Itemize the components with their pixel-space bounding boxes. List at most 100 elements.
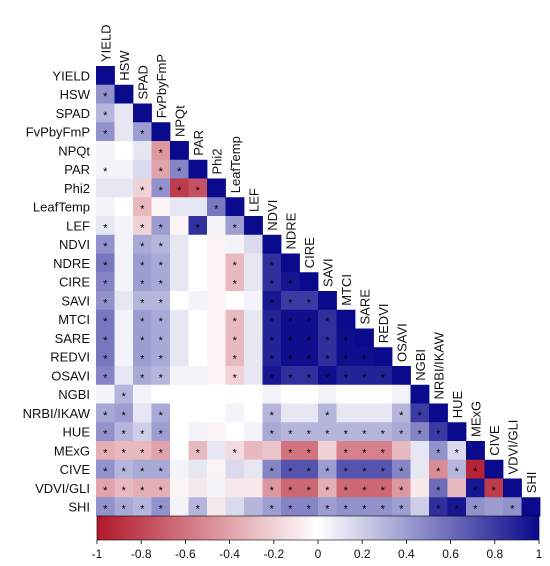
cell-mtci-lef <box>244 309 263 329</box>
cell-nrbi-ikaw-redvi <box>373 403 393 423</box>
cell-vdvi-gli-leaftemp <box>225 478 245 498</box>
significance-star: * <box>159 279 164 291</box>
cell-hue-phi2 <box>207 422 226 442</box>
significance-star: * <box>288 354 293 366</box>
cell-nrbi-ikaw-lef <box>244 403 263 423</box>
cell-phi2-spad <box>133 178 152 198</box>
cell-osavi-sare <box>355 366 374 386</box>
cell-mexg-sare <box>355 441 374 461</box>
row-label: NDRE <box>53 256 90 271</box>
cell-shi-lef <box>244 497 263 517</box>
row-label: CIVE <box>60 462 91 477</box>
significance-star: * <box>436 485 441 497</box>
cell-vdvi-gli-redvi <box>373 478 393 498</box>
cell-ndvi-npqt <box>170 234 189 254</box>
colorbar-tick-label: -0.6 <box>175 547 196 561</box>
cell-leaftemp-par <box>188 197 208 217</box>
cell-savi-ndre <box>281 291 300 311</box>
cell-mexg-ndvi <box>262 441 282 461</box>
column-label: PAR <box>191 130 206 156</box>
cell-cire-lef <box>244 272 263 292</box>
cell-vdvi-gli-nrbi-ikaw <box>429 478 448 498</box>
cell-ngbi-savi <box>318 384 337 404</box>
significance-star: * <box>233 222 238 234</box>
significance-star: * <box>159 354 164 366</box>
cell-cive-spad <box>133 459 152 479</box>
significance-star: * <box>270 279 275 291</box>
cell-nrbi-ikaw-cire <box>299 403 319 423</box>
significance-star: * <box>140 485 145 497</box>
cell-ngbi-fvpbyfmp <box>151 384 171 404</box>
cell-cire-spad <box>133 272 152 292</box>
cell-ndvi-yield <box>96 234 115 254</box>
row-label: NRBI/IKAW <box>23 406 91 421</box>
colorbar-tick-label: -0.2 <box>263 547 284 561</box>
significance-star: * <box>159 185 164 197</box>
cell-vdvi-gli-fvpbyfmp <box>151 478 171 498</box>
cell-shi-nrbi-ikaw <box>429 497 448 517</box>
cell-nrbi-ikaw-phi2 <box>207 403 226 423</box>
cell-sare-ndvi <box>262 328 282 348</box>
row-label: FvPbyFmP <box>26 125 90 140</box>
cell-cive-nrbi-ikaw <box>429 459 448 479</box>
cell-cive-par <box>188 459 208 479</box>
cell-shi-osavi <box>392 497 411 517</box>
cell-cive-ngbi <box>410 459 430 479</box>
significance-star: * <box>288 485 293 497</box>
row-label: VDVI/GLI <box>35 481 90 496</box>
significance-star: * <box>122 391 127 403</box>
significance-star: * <box>140 447 145 459</box>
row-label: LeafTemp <box>33 200 90 215</box>
significance-star: * <box>233 279 238 291</box>
significance-star: * <box>418 429 423 441</box>
significance-star: * <box>103 485 108 497</box>
cell-nrbi-ikaw-yield <box>96 403 115 423</box>
cell-ndre-leaftemp <box>225 253 245 273</box>
significance-star: * <box>307 316 312 328</box>
cell-osavi-lef <box>244 366 263 386</box>
cell-hue-spad <box>133 422 152 442</box>
cell-nrbi-ikaw-par <box>188 403 208 423</box>
cell-npqt-spad <box>133 141 152 161</box>
cell-osavi-savi <box>318 366 337 386</box>
cell-cive-cire <box>299 459 319 479</box>
significance-star: * <box>288 297 293 309</box>
cell-osavi-par <box>188 366 208 386</box>
significance-star: * <box>122 447 127 459</box>
significance-star: * <box>233 372 238 384</box>
cell-mtci-hsw <box>114 309 134 329</box>
row-label: YIELD <box>52 68 90 83</box>
cell-hue-fvpbyfmp <box>151 422 171 442</box>
significance-star: * <box>344 447 349 459</box>
cell-fvpbyfmp-fvpbyfmp <box>151 122 171 142</box>
cell-mtci-npqt <box>170 309 189 329</box>
cell-cive-mtci <box>336 459 356 479</box>
significance-star: * <box>140 354 145 366</box>
cell-mexg-yield <box>96 441 115 461</box>
significance-star: * <box>122 485 127 497</box>
row-label: SHI <box>68 500 90 515</box>
cell-ngbi-par <box>188 384 208 404</box>
cell-ndvi-ndvi <box>262 234 282 254</box>
cell-redvi-npqt <box>170 347 189 367</box>
cell-redvi-fvpbyfmp <box>151 347 171 367</box>
significance-star: * <box>103 91 108 103</box>
significance-star: * <box>103 372 108 384</box>
significance-star: * <box>177 185 182 197</box>
significance-star: * <box>233 316 238 328</box>
column-label: NDRE <box>283 212 298 249</box>
cell-redvi-hsw <box>114 347 134 367</box>
cell-savi-yield <box>96 291 115 311</box>
column-label: YIELD <box>98 24 113 62</box>
significance-star: * <box>103 316 108 328</box>
significance-star: * <box>362 372 367 384</box>
cell-sare-fvpbyfmp <box>151 328 171 348</box>
significance-star: * <box>140 241 145 253</box>
column-label: SAVI <box>320 258 335 287</box>
significance-star: * <box>399 410 404 422</box>
cell-vdvi-gli-mexg <box>466 478 485 498</box>
cell-ngbi-osavi <box>392 384 411 404</box>
cell-savi-ndvi <box>262 291 282 311</box>
cell-hue-yield <box>96 422 115 442</box>
cell-hue-cire <box>299 422 319 442</box>
